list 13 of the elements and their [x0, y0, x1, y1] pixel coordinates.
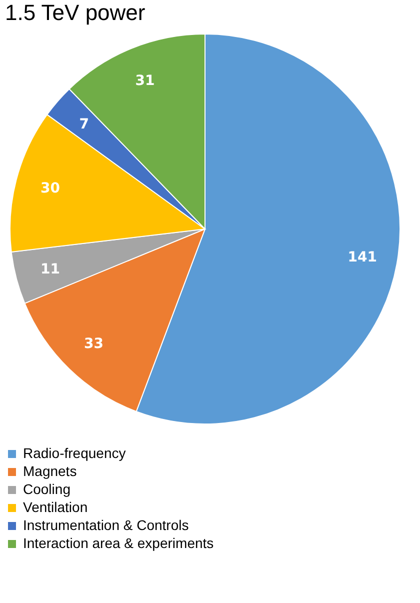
- data-label: 7: [79, 116, 90, 132]
- data-label: 33: [84, 336, 104, 352]
- data-label: 141: [348, 250, 377, 266]
- legend-label: Instrumentation & Controls: [23, 517, 189, 533]
- legend-label: Interaction area & experiments: [23, 535, 214, 551]
- data-label: 30: [40, 180, 60, 197]
- chart-title: 1.5 TeV power: [5, 0, 146, 25]
- legend-label: Cooling: [23, 481, 70, 497]
- legend-label: Magnets: [23, 463, 77, 479]
- data-label: 31: [135, 72, 155, 89]
- legend-label: Ventilation: [23, 499, 88, 515]
- data-label: 11: [40, 261, 60, 278]
- legend-label: Radio-frequency: [23, 445, 126, 461]
